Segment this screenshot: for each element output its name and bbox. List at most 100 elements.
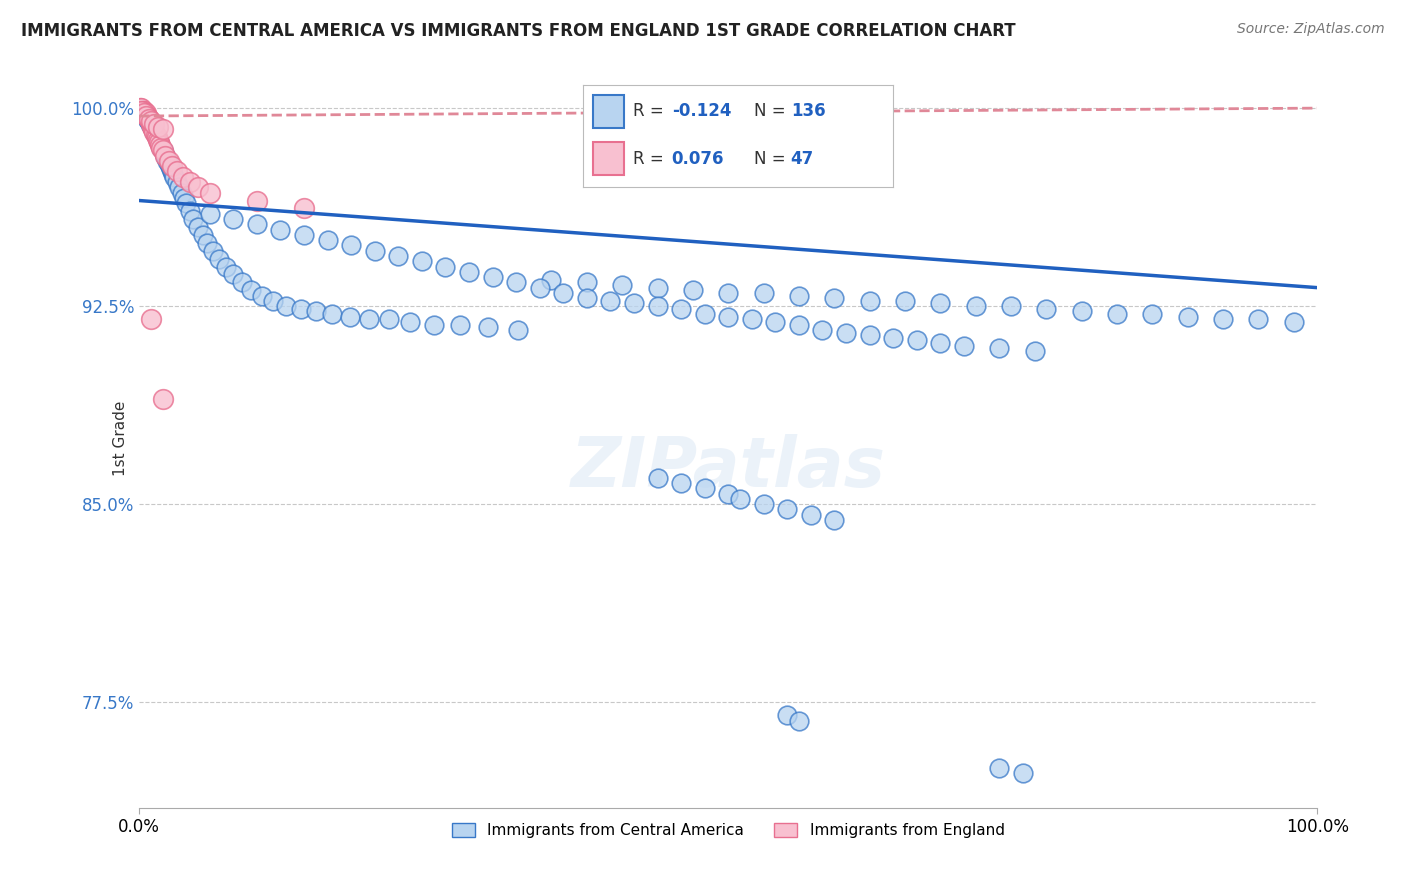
Point <box>858 293 880 308</box>
Point <box>1212 312 1234 326</box>
Point <box>776 708 799 723</box>
Point <box>1105 307 1128 321</box>
Point <box>141 120 163 134</box>
Point <box>965 299 987 313</box>
Point <box>647 471 669 485</box>
Point <box>364 244 387 258</box>
Point <box>131 103 153 118</box>
Point <box>132 103 155 118</box>
Point <box>135 106 157 120</box>
Point <box>477 320 499 334</box>
Point <box>197 235 219 250</box>
Point <box>132 106 155 120</box>
Point <box>752 285 775 300</box>
Point <box>1024 344 1046 359</box>
Point <box>153 148 176 162</box>
Point <box>269 222 291 236</box>
Point <box>138 117 160 131</box>
Point <box>198 186 221 200</box>
Point <box>148 136 170 150</box>
Point <box>647 299 669 313</box>
Point <box>135 109 157 123</box>
Point <box>321 307 343 321</box>
Point <box>143 125 166 139</box>
Point <box>157 153 180 168</box>
Point <box>776 502 799 516</box>
Point <box>135 109 157 123</box>
Point <box>508 323 530 337</box>
Point <box>131 103 153 118</box>
Point <box>1247 312 1270 326</box>
Point <box>250 288 273 302</box>
Point <box>222 268 245 282</box>
Point <box>953 339 976 353</box>
Point <box>929 336 952 351</box>
Point <box>131 103 153 118</box>
Point <box>143 125 166 139</box>
Point <box>929 296 952 310</box>
Point <box>262 293 284 308</box>
Point <box>449 318 471 332</box>
Point <box>142 122 165 136</box>
Point <box>276 299 298 313</box>
Point <box>187 219 209 234</box>
Point <box>553 285 575 300</box>
Point <box>858 328 880 343</box>
Point <box>669 301 692 316</box>
Point <box>292 202 315 216</box>
Legend: Immigrants from Central America, Immigrants from England: Immigrants from Central America, Immigra… <box>446 817 1011 845</box>
Point <box>215 260 238 274</box>
Point <box>378 312 401 326</box>
Point <box>399 315 422 329</box>
Point <box>823 513 845 527</box>
Y-axis label: 1st Grade: 1st Grade <box>112 401 128 475</box>
Point <box>145 128 167 142</box>
Point <box>575 276 598 290</box>
Point <box>752 497 775 511</box>
Point <box>988 342 1011 356</box>
Point <box>246 217 269 231</box>
Point <box>202 244 225 258</box>
Point <box>222 212 245 227</box>
Point <box>434 260 457 274</box>
Point <box>800 508 823 522</box>
Point <box>162 167 184 181</box>
Point <box>540 273 562 287</box>
Point <box>152 392 174 406</box>
Point <box>163 169 186 184</box>
Point <box>155 151 177 165</box>
Point <box>149 138 172 153</box>
Text: IMMIGRANTS FROM CENTRAL AMERICA VS IMMIGRANTS FROM ENGLAND 1ST GRADE CORRELATION: IMMIGRANTS FROM CENTRAL AMERICA VS IMMIG… <box>21 22 1015 40</box>
Point <box>129 101 152 115</box>
Point <box>181 212 204 227</box>
Point <box>191 227 214 242</box>
Point <box>246 194 269 208</box>
Point <box>142 122 165 136</box>
Point <box>529 280 551 294</box>
Text: N =: N = <box>754 150 790 168</box>
Point <box>741 312 763 326</box>
Point <box>669 475 692 490</box>
Point <box>152 144 174 158</box>
Point <box>835 326 858 340</box>
Point <box>458 265 481 279</box>
Point <box>157 156 180 170</box>
Point <box>693 307 716 321</box>
Point <box>411 254 433 268</box>
Point <box>153 146 176 161</box>
Point <box>811 323 834 337</box>
Text: 0.076: 0.076 <box>672 150 724 168</box>
Point <box>481 270 503 285</box>
Point <box>240 283 263 297</box>
Point <box>131 103 153 118</box>
Point <box>894 293 917 308</box>
Point <box>1142 307 1164 321</box>
Point <box>132 106 155 120</box>
Point <box>198 207 221 221</box>
Text: Source: ZipAtlas.com: Source: ZipAtlas.com <box>1237 22 1385 37</box>
Point <box>682 283 704 297</box>
Point <box>728 491 751 506</box>
Point <box>136 109 159 123</box>
Text: 47: 47 <box>790 150 814 168</box>
Point <box>160 164 183 178</box>
